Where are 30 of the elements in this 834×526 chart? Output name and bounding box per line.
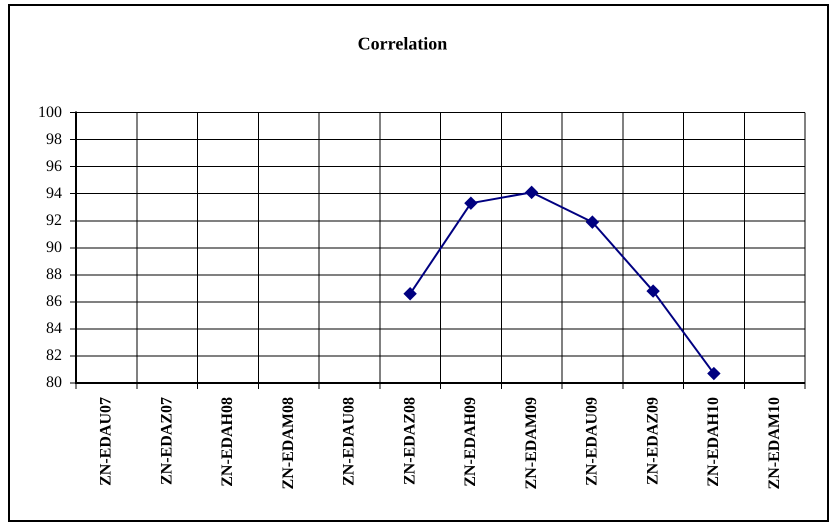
x-tick-label: ZN-EDAM09 [522, 397, 540, 490]
x-tick-label: ZN-EDAZ08 [401, 397, 418, 486]
y-tick-label: 94 [46, 184, 62, 202]
y-tick-label: 86 [46, 293, 62, 310]
x-tick-label: ZN-EDAZ07 [158, 397, 176, 486]
point [586, 216, 599, 229]
point [464, 196, 478, 210]
y-tick-label: 96 [46, 158, 62, 175]
y-tick-label: 90 [46, 239, 62, 256]
y-tick-label: 80 [46, 374, 62, 392]
point [404, 287, 417, 300]
y-tick-label: 84 [46, 320, 62, 338]
y-tick-label: 88 [46, 266, 62, 284]
x-tick-label: ZN-EDAU09 [584, 397, 601, 486]
x-tick-label: ZN-EDAM08 [280, 397, 297, 490]
x-tick-label: ZN-EDAZ09 [644, 397, 662, 486]
point [646, 284, 660, 298]
x-tick-label: ZN-EDAM10 [766, 397, 783, 490]
y-tick-label: 100 [38, 104, 62, 121]
x-tick-label: ZN-EDAU07 [98, 397, 115, 486]
chart-title: Correlation [358, 33, 448, 54]
x-tick-label: ZN-EDAH09 [462, 397, 480, 487]
x-tick-label: ZN-EDAU08 [340, 397, 358, 486]
y-tick-label: 98 [46, 130, 62, 148]
x-tick-label: ZN-EDAH10 [705, 397, 722, 487]
x-tick-label: ZN-EDAH08 [219, 397, 236, 487]
point [525, 186, 538, 199]
y-tick-label: 82 [46, 347, 62, 364]
point [707, 367, 720, 380]
y-tick-label: 92 [46, 212, 62, 229]
